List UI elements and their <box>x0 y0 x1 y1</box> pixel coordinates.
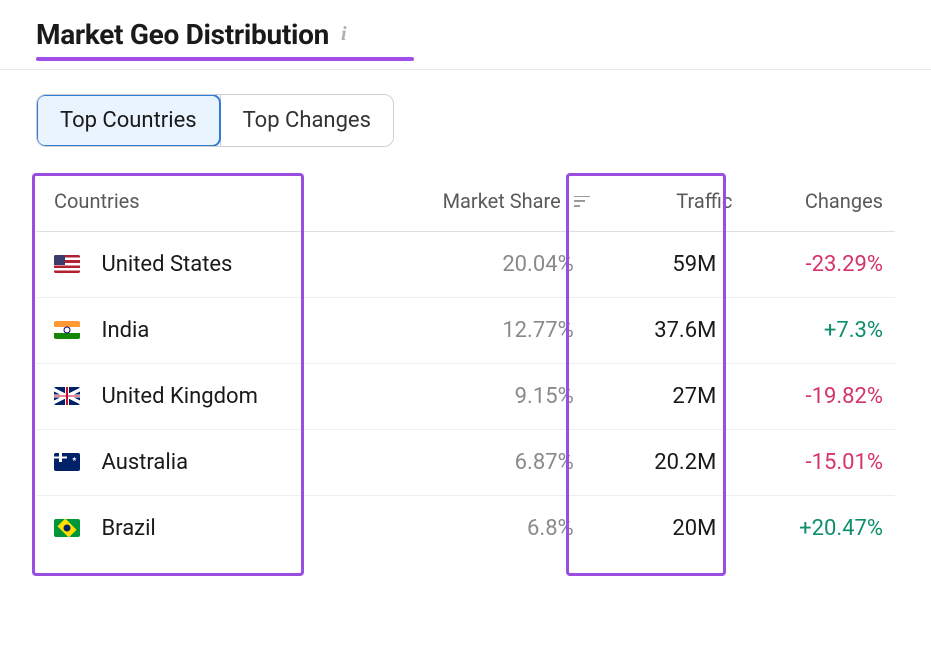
flag-icon <box>54 519 80 537</box>
table-header-row: Countries Market Share Traffic Changes <box>36 175 895 232</box>
traffic-value: 59M <box>602 232 745 298</box>
geo-table: Countries Market Share Traffic Changes <box>36 175 895 561</box>
col-header-traffic-label: Traffic <box>676 189 732 213</box>
col-header-changes-label: Changes <box>805 189 883 213</box>
changes-value: +7.3% <box>744 298 895 364</box>
changes-value: -15.01% <box>744 430 895 496</box>
widget-header: Market Geo Distribution i <box>36 18 895 51</box>
table-row[interactable]: Australia 6.87% 20.2M -15.01% <box>36 430 895 496</box>
changes-value: -23.29% <box>744 232 895 298</box>
table-row[interactable]: India 12.77% 37.6M +7.3% <box>36 298 895 364</box>
flag-icon <box>54 255 80 273</box>
traffic-value: 20M <box>602 496 745 562</box>
traffic-value: 37.6M <box>602 298 745 364</box>
tab-top-changes[interactable]: Top Changes <box>220 95 393 146</box>
traffic-value: 20.2M <box>602 430 745 496</box>
tab-group: Top Countries Top Changes <box>36 94 394 147</box>
country-name: Australia <box>101 450 188 475</box>
geo-table-wrap: Countries Market Share Traffic Changes <box>36 175 895 561</box>
page-title: Market Geo Distribution <box>36 18 329 51</box>
col-header-countries[interactable]: Countries <box>36 175 363 232</box>
market-share-value: 6.87% <box>363 430 602 496</box>
country-name: Brazil <box>101 516 155 541</box>
col-header-market-share[interactable]: Market Share <box>363 175 602 232</box>
traffic-value: 27M <box>602 364 745 430</box>
country-name: India <box>101 318 149 343</box>
info-icon[interactable]: i <box>341 23 347 46</box>
changes-value: -19.82% <box>744 364 895 430</box>
flag-icon <box>54 453 80 471</box>
title-underline <box>36 57 414 61</box>
country-name: United Kingdom <box>101 384 257 409</box>
col-header-countries-label: Countries <box>54 189 140 213</box>
market-share-value: 9.15% <box>363 364 602 430</box>
col-header-market-share-label: Market Share <box>443 189 561 213</box>
col-header-traffic[interactable]: Traffic <box>602 175 745 232</box>
flag-icon <box>54 321 80 339</box>
sort-icon <box>574 189 590 213</box>
flag-icon <box>54 387 80 405</box>
divider <box>0 69 931 70</box>
table-row[interactable]: United Kingdom 9.15% 27M -19.82% <box>36 364 895 430</box>
market-share-value: 20.04% <box>363 232 602 298</box>
table-row[interactable]: Brazil 6.8% 20M +20.47% <box>36 496 895 562</box>
changes-value: +20.47% <box>744 496 895 562</box>
market-share-value: 6.8% <box>363 496 602 562</box>
col-header-changes[interactable]: Changes <box>744 175 895 232</box>
country-name: United States <box>101 252 232 277</box>
market-share-value: 12.77% <box>363 298 602 364</box>
tab-top-countries[interactable]: Top Countries <box>36 94 221 147</box>
table-row[interactable]: United States 20.04% 59M -23.29% <box>36 232 895 298</box>
